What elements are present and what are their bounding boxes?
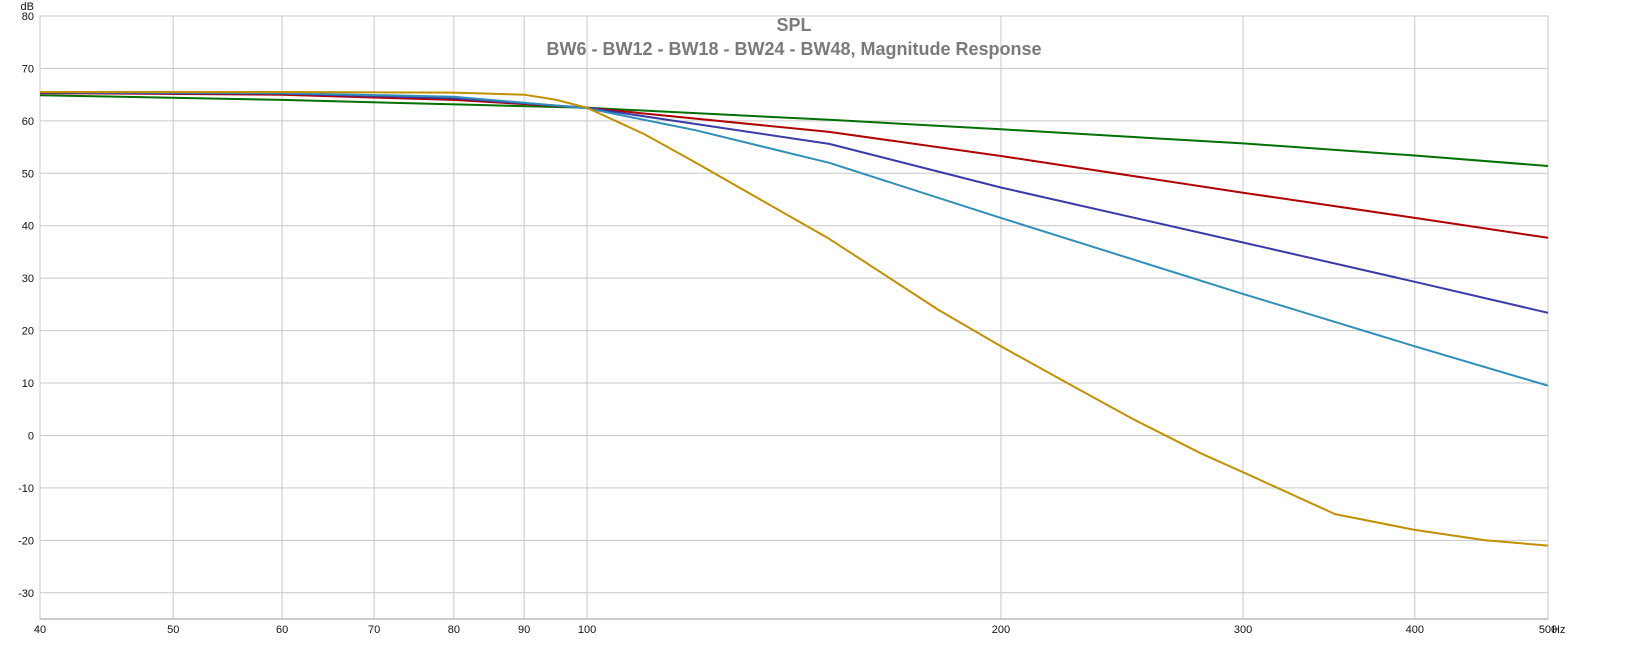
y-tick-label: -30 [18, 588, 34, 600]
x-tick-label: 100 [578, 624, 596, 636]
y-axis-unit: dB [21, 1, 34, 13]
series-line-5 [40, 91, 1549, 547]
y-tick-label: 40 [22, 221, 34, 233]
x-tick-label: 90 [518, 624, 530, 636]
y-tick-label: 70 [22, 63, 34, 75]
chart-subtitle: BW6 - BW12 - BW18 - BW24 - BW48, Magnitu… [546, 39, 1041, 59]
y-tick-label: 0 [28, 430, 34, 442]
y-tick-label: -20 [18, 535, 34, 547]
chart-title: SPL [776, 15, 811, 35]
x-tick-label: 200 [992, 624, 1010, 636]
y-tick-label: 50 [22, 168, 34, 180]
y-tick-label: 20 [22, 326, 34, 338]
y-tick-label: -10 [18, 483, 34, 495]
x-axis-unit: Hz [1552, 624, 1565, 636]
x-tick-label: 300 [1234, 624, 1252, 636]
x-tick-label: 70 [368, 624, 380, 636]
series-line-4 [39, 91, 1549, 387]
x-tick-label: 400 [1406, 624, 1424, 636]
series-layer [39, 91, 1549, 547]
y-tick-label: 10 [22, 378, 34, 390]
x-tick-label: 40 [34, 624, 46, 636]
y-tick-label: 80 [22, 11, 34, 23]
plot-area [39, 15, 1549, 620]
x-tick-label: 500 [1539, 624, 1557, 636]
series-line-1 [39, 94, 1549, 167]
tick-labels: 40 50 60 70 80 90 100 200 300 400 5008070605040302… [18, 11, 1557, 636]
y-tick-label: 60 [22, 116, 34, 128]
x-tick-label: 60 [276, 624, 288, 636]
series-line-2 [39, 92, 1549, 239]
x-tick-label: 50 [167, 624, 179, 636]
x-tick-label: 80 [448, 624, 460, 636]
grid [39, 15, 1549, 619]
y-tick-label: 30 [22, 273, 34, 285]
